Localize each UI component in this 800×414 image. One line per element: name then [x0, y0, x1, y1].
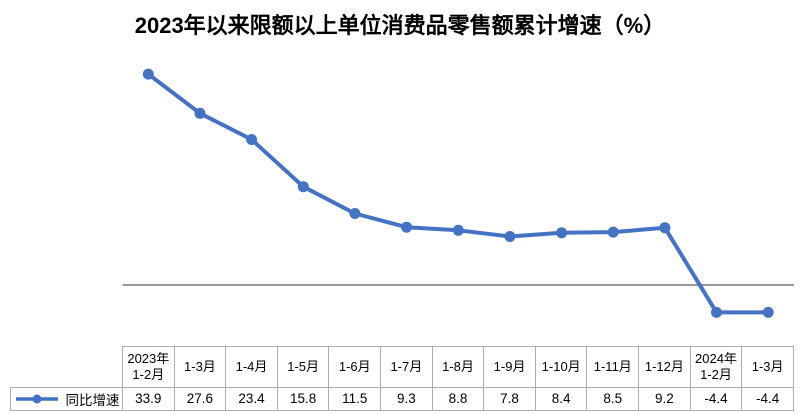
table-value-cell: -4.4: [741, 387, 794, 411]
data-point-marker: [762, 306, 774, 318]
table-header-row: 2023年 1-2月 1-3月 1-4月 1-5月 1-6月 1-7月 1-8月 1-9月 1-…: [122, 346, 794, 387]
data-point-marker: [194, 107, 206, 119]
table-value-cell: 8.4: [534, 387, 587, 411]
table-value-cell: 7.8: [483, 387, 535, 411]
table-header-cell: 2023年 1-2月: [122, 346, 174, 387]
table-header-cell: 1-9月: [483, 346, 535, 387]
data-point-marker: [504, 231, 516, 242]
table-header-cell: 1-4月: [225, 346, 277, 387]
table-value-cell: 27.6: [173, 387, 226, 411]
table-header-cell: 1-10月: [534, 346, 587, 387]
series-line: [146, 72, 771, 315]
table-header-cell: 1-3月: [741, 346, 794, 387]
data-point-marker: [711, 306, 722, 318]
table-header-cell: 1-7月: [380, 346, 432, 387]
table-header-cell: 1-12月: [638, 346, 690, 387]
table-value-cell: 8.5: [586, 387, 639, 411]
series-legend-marker-icon: [15, 394, 58, 404]
data-point-marker: [401, 221, 413, 233]
table-header-cell: 1-3月: [173, 346, 226, 387]
table-header-cell: 1-8月: [431, 346, 484, 387]
table-value-row: 同比增速 33.9 27.6 23.4 15.8 11.5 9.3 8.8 7.8 8.4 8.5…: [10, 387, 794, 411]
chart-title: 2023年以来限额以上单位消费品零售额累计增速（%）: [134, 13, 666, 38]
data-point-marker: [246, 134, 258, 145]
data-point-marker: [607, 226, 619, 238]
table-value-cell: 23.4: [225, 387, 277, 411]
legend-series-label: 同比增速: [65, 393, 120, 408]
data-point-marker: [452, 224, 464, 236]
table-value-cell: 8.8: [431, 387, 484, 411]
table-value-cell: -4.4: [689, 387, 742, 411]
data-point-marker: [556, 227, 568, 239]
table-value-cell: 11.5: [328, 387, 381, 411]
line-chart-plot: [122, 68, 794, 318]
table-header-cell: 2024年 1-2月: [689, 346, 742, 387]
table-value-cell: 9.2: [638, 387, 690, 411]
table-header-cell: 1-6月: [328, 346, 381, 387]
table-value-cell: 9.3: [380, 387, 432, 411]
data-point-marker: [142, 68, 154, 80]
table-header-cell: 1-5月: [276, 346, 329, 387]
table-value-cell: 33.9: [122, 387, 174, 411]
chart-data-table: 2023年 1-2月 1-3月 1-4月 1-5月 1-6月 1-7月 1-8月 1-9月 1-…: [10, 346, 794, 411]
legend-cell: 同比增速: [10, 387, 122, 411]
table-header-cell: 1-11月: [586, 346, 639, 387]
table-value-cell: 15.8: [276, 387, 329, 411]
data-point-marker: [349, 208, 361, 219]
data-point-marker: [659, 222, 671, 234]
data-point-marker: [297, 181, 309, 193]
